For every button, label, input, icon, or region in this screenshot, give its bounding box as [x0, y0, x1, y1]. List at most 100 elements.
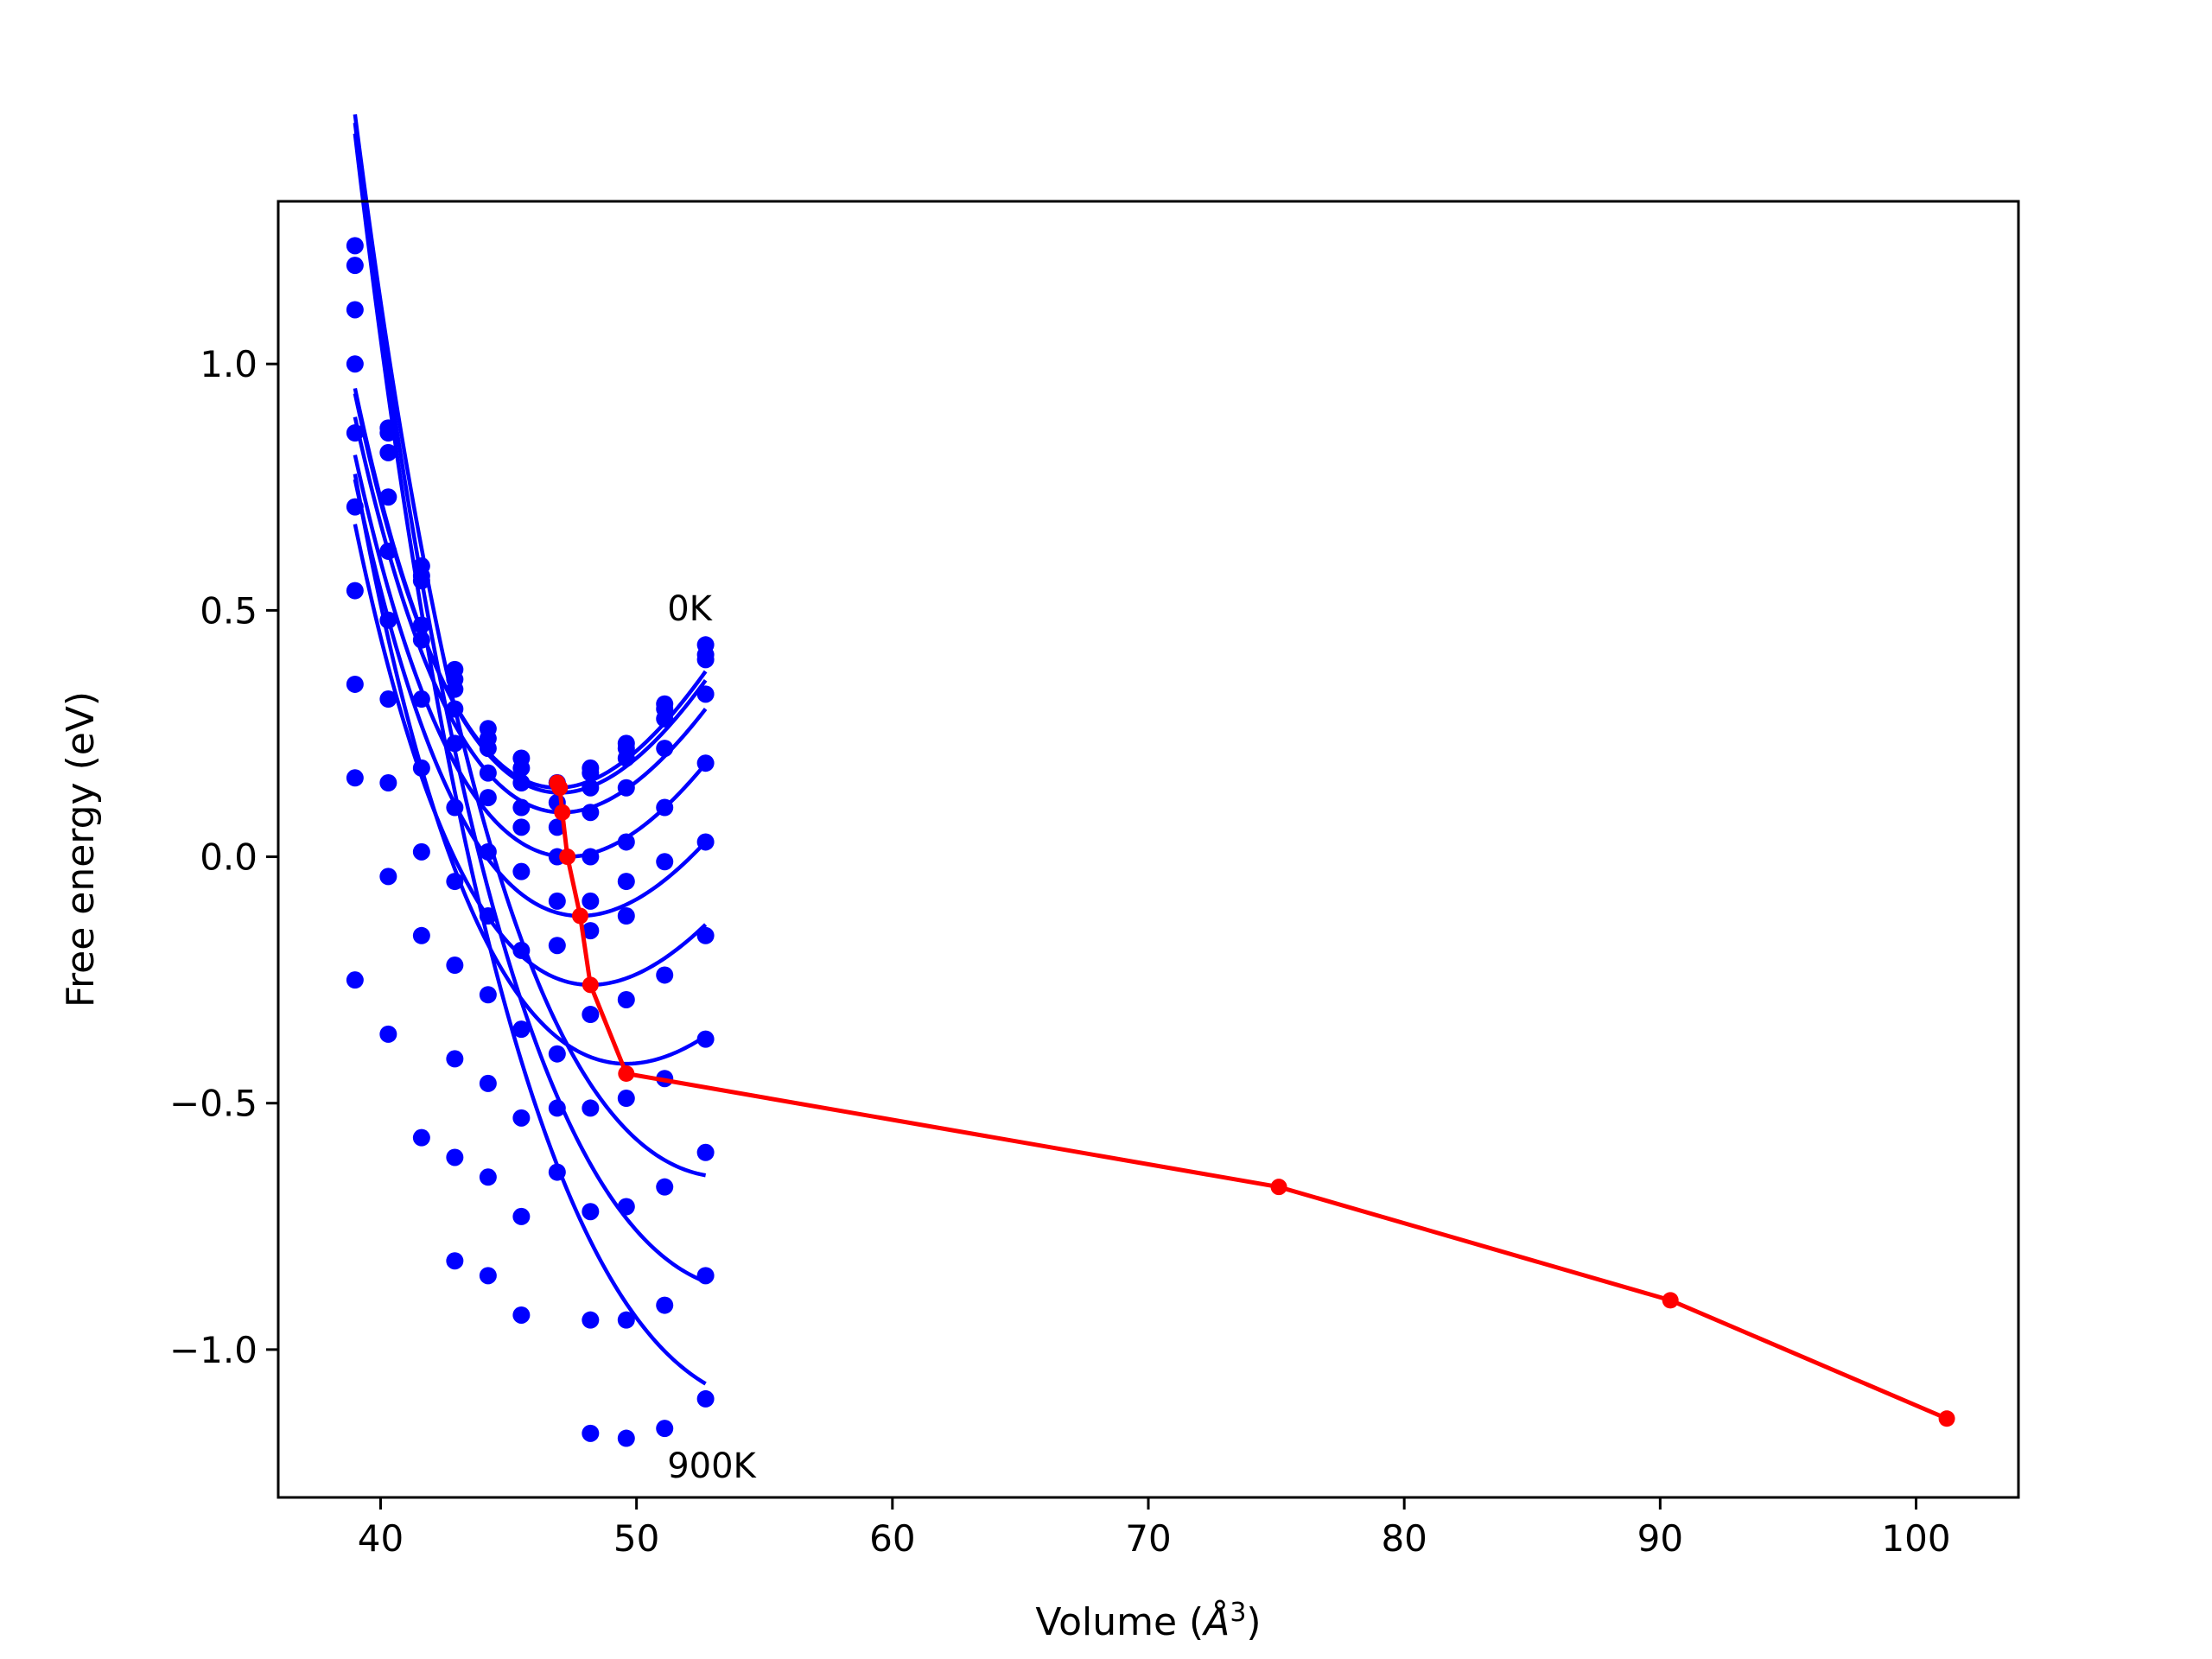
- data-point-s10-4: [446, 1148, 464, 1166]
- data-point-s7-1: [346, 582, 364, 600]
- data-point-s8-4: [446, 957, 464, 975]
- minimum-path-point-7: [618, 1065, 635, 1083]
- data-point-s9-5: [479, 1074, 497, 1092]
- data-point-s7-9: [617, 907, 635, 925]
- data-point-s9-11: [696, 1143, 715, 1161]
- data-point-s10-2: [379, 1025, 397, 1043]
- fit-curve-3: [353, 416, 708, 815]
- data-point-s9-1: [346, 769, 364, 787]
- x-axis-ticks: 40 50 60 70 80 90 100: [358, 1497, 1951, 1560]
- data-point-s7-4: [446, 873, 464, 891]
- x-tick-label-90: 90: [1637, 1517, 1683, 1560]
- fit-curve-4: [353, 454, 708, 859]
- data-point-s11-9: [617, 1311, 635, 1329]
- y-tick-label-1: 0.5: [200, 589, 257, 632]
- data-point-s8-7: [548, 1045, 566, 1063]
- x-tick-label-40: 40: [358, 1517, 404, 1560]
- data-point-s10-11: [696, 1267, 715, 1285]
- data-point-s9-6: [512, 1109, 531, 1127]
- data-point-s7-10: [656, 966, 674, 984]
- data-point-s4-1: [346, 355, 364, 373]
- data-point-s9-9: [617, 1090, 635, 1108]
- data-point-s8-5: [479, 986, 497, 1004]
- data-point-s2-11: [696, 636, 715, 654]
- data-point-s4-8: [582, 804, 600, 822]
- data-point-s3-9: [617, 749, 635, 767]
- data-point-s6-1: [346, 498, 364, 516]
- data-point-s3-1: [346, 301, 364, 319]
- data-point-s3-10: [656, 709, 674, 728]
- data-point-s3-4: [446, 680, 464, 698]
- data-point-s8-11: [696, 1030, 715, 1048]
- data-point-s5-2: [379, 542, 397, 560]
- data-point-s12-9: [617, 1429, 635, 1447]
- data-point-s2-5: [479, 720, 497, 738]
- plot-area: 0K 900K: [346, 114, 1955, 1486]
- data-point-s11-4: [446, 1252, 464, 1270]
- data-point-s6-2: [379, 611, 397, 629]
- data-point-s2-6: [512, 749, 531, 767]
- data-point-s8-6: [512, 1020, 531, 1039]
- data-point-s4-10: [656, 740, 674, 758]
- data-point-s8-2: [379, 774, 397, 791]
- data-point-s6-10: [656, 853, 674, 871]
- data-point-s5-3: [412, 631, 430, 649]
- x-tick-label-100: 100: [1881, 1517, 1950, 1560]
- data-point-s8-8: [582, 1006, 600, 1024]
- data-point-s7-2: [379, 690, 397, 709]
- data-point-s4-4: [446, 700, 464, 718]
- fit-curve-2: [353, 387, 708, 795]
- data-point-s5-11: [696, 754, 715, 772]
- data-point-s8-1: [346, 675, 364, 693]
- data-point-s5-4: [446, 734, 464, 753]
- data-point-s5-5: [479, 789, 497, 807]
- data-point-s4-9: [617, 779, 635, 797]
- data-point-s1-1: [346, 237, 364, 255]
- data-point-s11-10: [656, 1420, 674, 1438]
- data-point-s9-10: [656, 1178, 674, 1196]
- data-point-s4-3: [412, 616, 430, 634]
- data-point-s6-11: [696, 833, 715, 851]
- data-point-s6-3: [412, 690, 430, 709]
- data-point-s4-2: [379, 488, 397, 506]
- x-tick-label-70: 70: [1125, 1517, 1171, 1560]
- minimum-path-point-3: [554, 804, 571, 821]
- minimum-path-point-6: [582, 976, 599, 994]
- data-point-s5-8: [582, 848, 600, 866]
- y-tick-label-4: −1.0: [169, 1329, 257, 1371]
- data-point-s10-5: [479, 1168, 497, 1186]
- data-point-s10-9: [617, 1198, 635, 1216]
- data-point-s3-8: [582, 779, 600, 797]
- data-point-s11-6: [512, 1306, 531, 1324]
- x-tick-label-50: 50: [613, 1517, 659, 1560]
- fit-curve-10: [353, 133, 707, 1386]
- data-point-s9-7: [548, 1099, 566, 1117]
- data-point-s7-6: [512, 941, 531, 959]
- minimum-path-point-4: [559, 849, 576, 866]
- data-point-s3-3: [412, 572, 430, 590]
- data-point-s6-8: [582, 892, 600, 910]
- minimum-path-point-2: [551, 779, 569, 797]
- data-point-s10-7: [548, 1163, 566, 1181]
- data-point-s2-10: [656, 695, 674, 713]
- data-point-s2-1: [346, 257, 364, 275]
- minimum-path-line: [555, 781, 1948, 1421]
- data-point-s11-8: [582, 1311, 600, 1329]
- fit-curve-5: [353, 479, 708, 918]
- data-point-s11-11: [696, 1389, 715, 1408]
- fit-curve-9: [353, 122, 707, 1284]
- data-point-s10-6: [512, 1207, 531, 1225]
- data-point-s7-7: [548, 937, 566, 955]
- data-point-s3-11: [696, 651, 715, 669]
- data-point-s12-8: [582, 1424, 600, 1442]
- data-point-s2-4: [446, 660, 464, 678]
- data-point-s6-6: [512, 862, 531, 880]
- annotation-0k: 0K: [667, 589, 713, 629]
- minimum-path-point-9: [1662, 1292, 1679, 1309]
- data-point-s7-3: [412, 759, 430, 777]
- data-point-s6-5: [479, 842, 497, 861]
- y-tick-label-3: −0.5: [169, 1083, 257, 1125]
- y-axis-label: Free energy (eV): [59, 691, 103, 1007]
- annotation-900k: 900K: [667, 1446, 757, 1486]
